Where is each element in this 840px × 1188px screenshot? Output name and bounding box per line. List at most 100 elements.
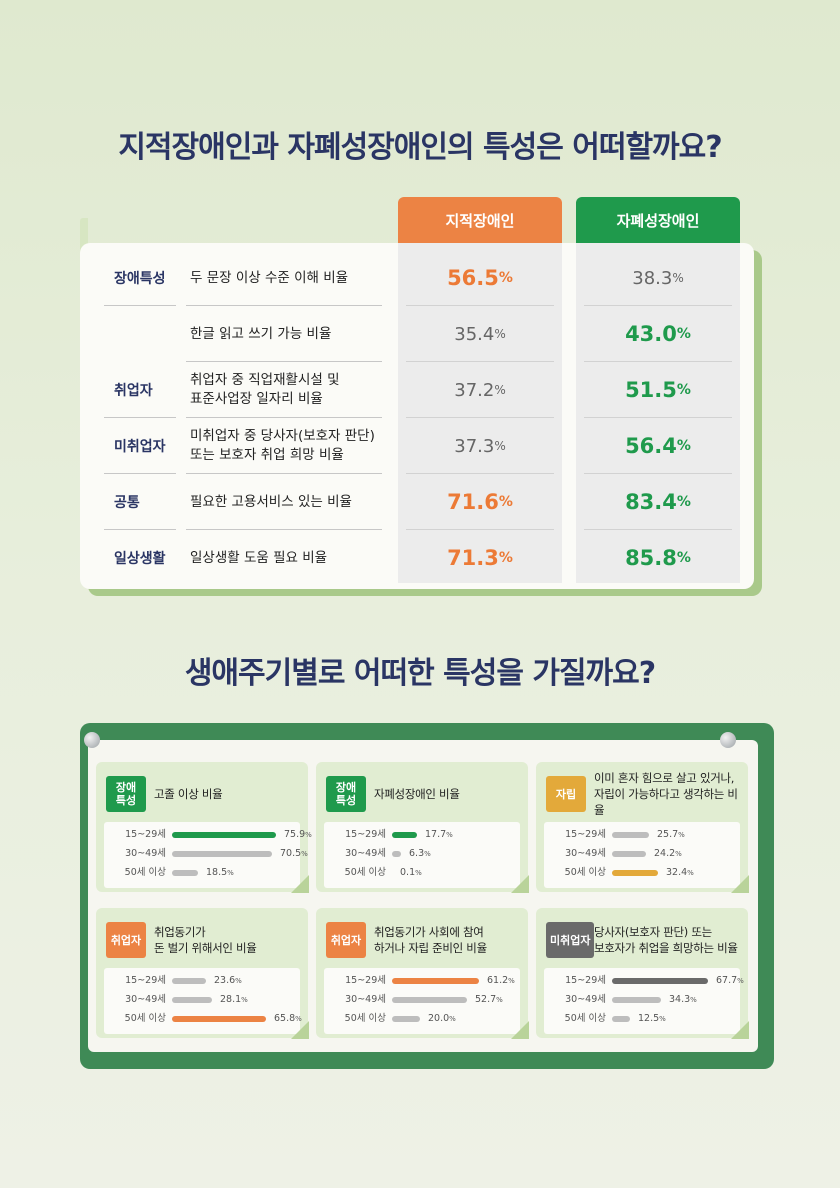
value-number: 71.6 <box>447 490 499 514</box>
bar-value-number: 24.2 <box>654 848 676 859</box>
percent-sign: % <box>449 1015 456 1023</box>
percent-sign: % <box>676 438 691 454</box>
percent-sign: % <box>659 1015 666 1023</box>
bar-value: 25.7% <box>657 827 685 843</box>
row-divider <box>186 417 382 418</box>
category-badge: 취업자 <box>106 922 146 958</box>
category-badge: 자립 <box>546 776 586 812</box>
bar-row: 15~29세 17.7% <box>324 827 520 843</box>
bar-value-number: 12.5 <box>638 1013 660 1024</box>
bar <box>172 1016 266 1022</box>
bar-row: 30~49세 24.2% <box>544 846 740 862</box>
panel-title: 취업동기가 사회에 참여 하거나 자립 준비인 비율 <box>374 925 487 955</box>
bar-row: 30~49세 70.5% <box>104 846 308 862</box>
value-number: 56.5 <box>447 266 499 290</box>
table-row: 미취업자 미취업자 중 당사자(보호자 판단) 또는 보호자 취업 희망 비율 37… <box>104 418 754 474</box>
age-label: 15~29세 <box>345 829 386 840</box>
pin-icon <box>720 732 736 748</box>
bar <box>172 997 212 1003</box>
bar-value-number: 61.2 <box>487 975 509 986</box>
row-divider <box>584 305 732 306</box>
value-number: 37.2 <box>454 379 495 401</box>
row-divider <box>406 361 554 362</box>
age-label: 30~49세 <box>125 848 166 859</box>
percent-sign: % <box>494 439 506 453</box>
row-divider <box>104 473 176 474</box>
row-divider <box>584 361 732 362</box>
row-divider <box>104 529 176 530</box>
bar-value: 34.3% <box>669 992 697 1008</box>
percent-sign: % <box>424 850 431 858</box>
value-number: 43.0 <box>625 322 677 346</box>
bar-value: 28.1% <box>220 992 248 1008</box>
panel-title: 취업동기가 돈 벌기 위해서인 비율 <box>154 925 257 955</box>
row-description: 일상생활 도움 필요 비율 <box>190 549 328 566</box>
stat-panel: 취업자 취업동기가 사회에 참여 하거나 자립 준비인 비율 15~29세 61.2%… <box>316 908 529 1039</box>
bar-value: 23.6% <box>214 973 242 989</box>
corner-fold-decoration <box>511 875 529 893</box>
age-label: 30~49세 <box>125 994 166 1005</box>
bar <box>172 851 272 857</box>
bar-value-number: 20.0 <box>428 1013 450 1024</box>
age-label: 30~49세 <box>345 848 386 859</box>
bar-value-number: 0.1 <box>400 867 416 878</box>
value-number: 35.4 <box>454 323 495 345</box>
bar-value-number: 52.7 <box>475 994 497 1005</box>
bar <box>612 1016 630 1022</box>
bar <box>612 851 646 857</box>
age-label: 50세 이상 <box>344 1013 386 1024</box>
bar-value: 70.5% <box>280 846 308 862</box>
value-number: 51.5 <box>625 378 677 402</box>
row-category <box>114 306 186 362</box>
value-intellectual: 56.5% <box>398 250 562 306</box>
bar-row: 50세 이상 0.1% <box>324 865 520 881</box>
percent-sign: % <box>227 869 234 877</box>
percent-sign: % <box>305 831 312 839</box>
value-number: 85.8 <box>625 546 677 570</box>
bar-value-number: 17.7 <box>425 829 447 840</box>
panel-title: 당사자(보호자 판단) 또는 보호자가 취업을 희망하는 비율 <box>594 925 738 955</box>
percent-sign: % <box>508 977 515 985</box>
corner-fold-decoration <box>291 1021 309 1039</box>
bar-value: 6.3% <box>409 846 431 862</box>
bar-row: 30~49세 6.3% <box>324 846 520 862</box>
bar-chart: 15~29세 67.7% 30~49세 34.3% 50세 이상 12.5% <box>544 968 744 1034</box>
percent-sign: % <box>241 996 248 1004</box>
bar-value: 17.7% <box>425 827 453 843</box>
percent-sign: % <box>690 996 697 1004</box>
percent-sign: % <box>675 850 682 858</box>
percent-sign: % <box>676 382 691 398</box>
value-number: 37.3 <box>454 435 495 457</box>
stat-panel: 취업자 취업동기가 돈 벌기 위해서인 비율 15~29세 23.6% 30~49세 28… <box>96 908 309 1039</box>
panel-title: 이미 혼자 힘으로 살고 있거나, 자립이 가능하다고 생각하는 비율 <box>594 771 738 817</box>
bar <box>612 978 708 984</box>
bar-value: 0.1% <box>400 865 422 881</box>
row-divider <box>406 305 554 306</box>
bar <box>392 978 479 984</box>
value-intellectual: 37.3% <box>398 418 562 474</box>
bar-chart: 15~29세 61.2% 30~49세 52.7% 50세 이상 20.0% <box>324 968 520 1034</box>
panel-title: 고졸 이상 비율 <box>154 787 223 801</box>
bar <box>392 851 401 857</box>
bar-value-number: 67.7 <box>716 975 738 986</box>
value-intellectual: 71.6% <box>398 474 562 530</box>
bar-row: 50세 이상 18.5% <box>104 865 300 881</box>
percent-sign: % <box>301 850 308 858</box>
bar-value: 75.9% <box>284 827 312 843</box>
bar-value-number: 18.5 <box>206 867 228 878</box>
row-divider <box>584 473 732 474</box>
percent-sign: % <box>494 383 506 397</box>
row-description: 미취업자 중 당사자(보호자 판단) 또는 보호자 취업 희망 비율 <box>190 428 375 463</box>
value-autism: 83.4% <box>576 474 740 530</box>
corner-fold-decoration <box>731 1021 749 1039</box>
percent-sign: % <box>446 831 453 839</box>
bar-chart: 15~29세 75.9% 30~49세 70.5% 50세 이상 18.5% <box>104 822 312 888</box>
bar-value-number: 75.9 <box>284 829 306 840</box>
bar-row: 15~29세 61.2% <box>324 973 520 989</box>
bar-row: 30~49세 28.1% <box>104 992 300 1008</box>
bar <box>612 870 658 876</box>
percent-sign: % <box>672 271 684 285</box>
stat-panel: 장애 특성 자폐성장애인 비율 15~29세 17.7% 30~49세 6.3% 50세 이… <box>316 762 529 893</box>
age-label: 50세 이상 <box>344 867 386 878</box>
bar <box>392 1016 420 1022</box>
